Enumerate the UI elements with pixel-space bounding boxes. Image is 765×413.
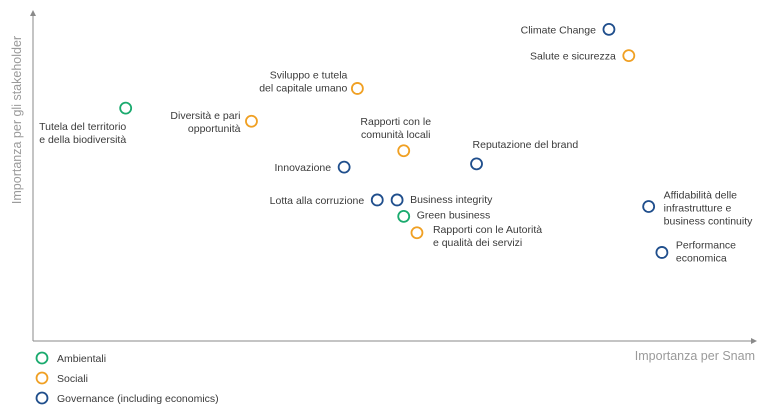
data-point-label-line: Salute e sicurezza bbox=[530, 51, 616, 63]
data-point-label-line: business continuity bbox=[664, 216, 753, 228]
data-point bbox=[337, 160, 351, 174]
data-point bbox=[410, 226, 424, 240]
data-point bbox=[655, 246, 669, 259]
data-point-label: Sviluppo e tutela del capitale umano bbox=[259, 69, 347, 94]
x-axis-title: Importanza per Snam bbox=[635, 349, 755, 363]
data-point-label: Diversità e pari opportunità bbox=[170, 110, 240, 135]
legend-marker bbox=[35, 371, 49, 385]
data-point bbox=[245, 114, 258, 128]
data-point-label-line: Affidabilità delle bbox=[664, 190, 738, 202]
data-point bbox=[470, 157, 483, 171]
data-point-label: Lotta alla corruzione bbox=[270, 195, 365, 207]
data-point-label-line: infrastrutture e bbox=[664, 203, 732, 215]
data-point-label: Green business bbox=[417, 209, 491, 221]
data-point bbox=[622, 49, 636, 63]
data-point-label: Climate Change bbox=[521, 24, 596, 36]
data-point-label-line: Innovazione bbox=[274, 162, 331, 174]
data-point-label: Business integrity bbox=[410, 194, 493, 206]
data-point-label-line: e della biodiversità bbox=[39, 134, 126, 146]
data-point-label: Tutela del territorio e della biodiversit… bbox=[39, 121, 126, 146]
data-point-label: Performance economica bbox=[676, 239, 736, 264]
data-point-label-line: Lotta alla corruzione bbox=[270, 195, 365, 207]
data-points: Climate Change Salute e sicurezza Sviluppo… bbox=[39, 22, 753, 264]
data-point-label: Affidabilità delle infrastrutture e busine… bbox=[664, 190, 753, 228]
data-point-label-line: del capitale umano bbox=[259, 82, 347, 94]
data-point-label-line: Diversità e pari bbox=[170, 110, 240, 122]
data-point-label-line: Sviluppo e tutela bbox=[270, 69, 348, 81]
data-point-label-line: Business integrity bbox=[410, 194, 493, 206]
data-point bbox=[119, 101, 133, 115]
data-point-label: Rapporti con le Autorità e qualità dei se… bbox=[433, 224, 542, 249]
data-point-label-line: Rapporti con le Autorità bbox=[433, 224, 542, 236]
legend-label: Governance (including economics) bbox=[57, 393, 219, 405]
legend-marker bbox=[35, 391, 49, 405]
legend-marker bbox=[35, 351, 49, 365]
data-point bbox=[602, 22, 616, 36]
legend-label: Ambientali bbox=[57, 353, 106, 365]
y-axis-title: Importanza per gli stakeholder bbox=[10, 36, 24, 204]
data-point-label: Rapporti con le comunità locali bbox=[360, 116, 431, 141]
data-point bbox=[397, 144, 411, 158]
data-point-label-line: Green business bbox=[417, 209, 491, 221]
data-point-label: Innovazione bbox=[274, 162, 331, 174]
data-point-label: Reputazione del brand bbox=[473, 139, 579, 151]
legend-label: Sociali bbox=[57, 373, 88, 385]
data-point bbox=[642, 200, 656, 213]
data-point-label-line: Performance bbox=[676, 239, 736, 251]
data-point-label-line: Reputazione del brand bbox=[473, 139, 579, 151]
data-point bbox=[397, 209, 411, 223]
data-point bbox=[390, 193, 404, 207]
data-point bbox=[370, 193, 384, 207]
data-point-label-line: Rapporti con le bbox=[360, 116, 431, 128]
data-point-label-line: Tutela del territorio bbox=[39, 121, 126, 133]
data-point-label-line: opportunità bbox=[188, 123, 241, 135]
data-point bbox=[350, 82, 364, 95]
data-point-label-line: economica bbox=[676, 252, 727, 264]
data-point-label-line: Climate Change bbox=[521, 24, 596, 36]
data-point-label: Salute e sicurezza bbox=[530, 51, 616, 63]
data-point-label-line: comunità locali bbox=[361, 129, 430, 141]
data-point-label-line: e qualità dei servizi bbox=[433, 237, 522, 249]
legend: Ambientali Sociali Governance (including e… bbox=[35, 351, 219, 405]
